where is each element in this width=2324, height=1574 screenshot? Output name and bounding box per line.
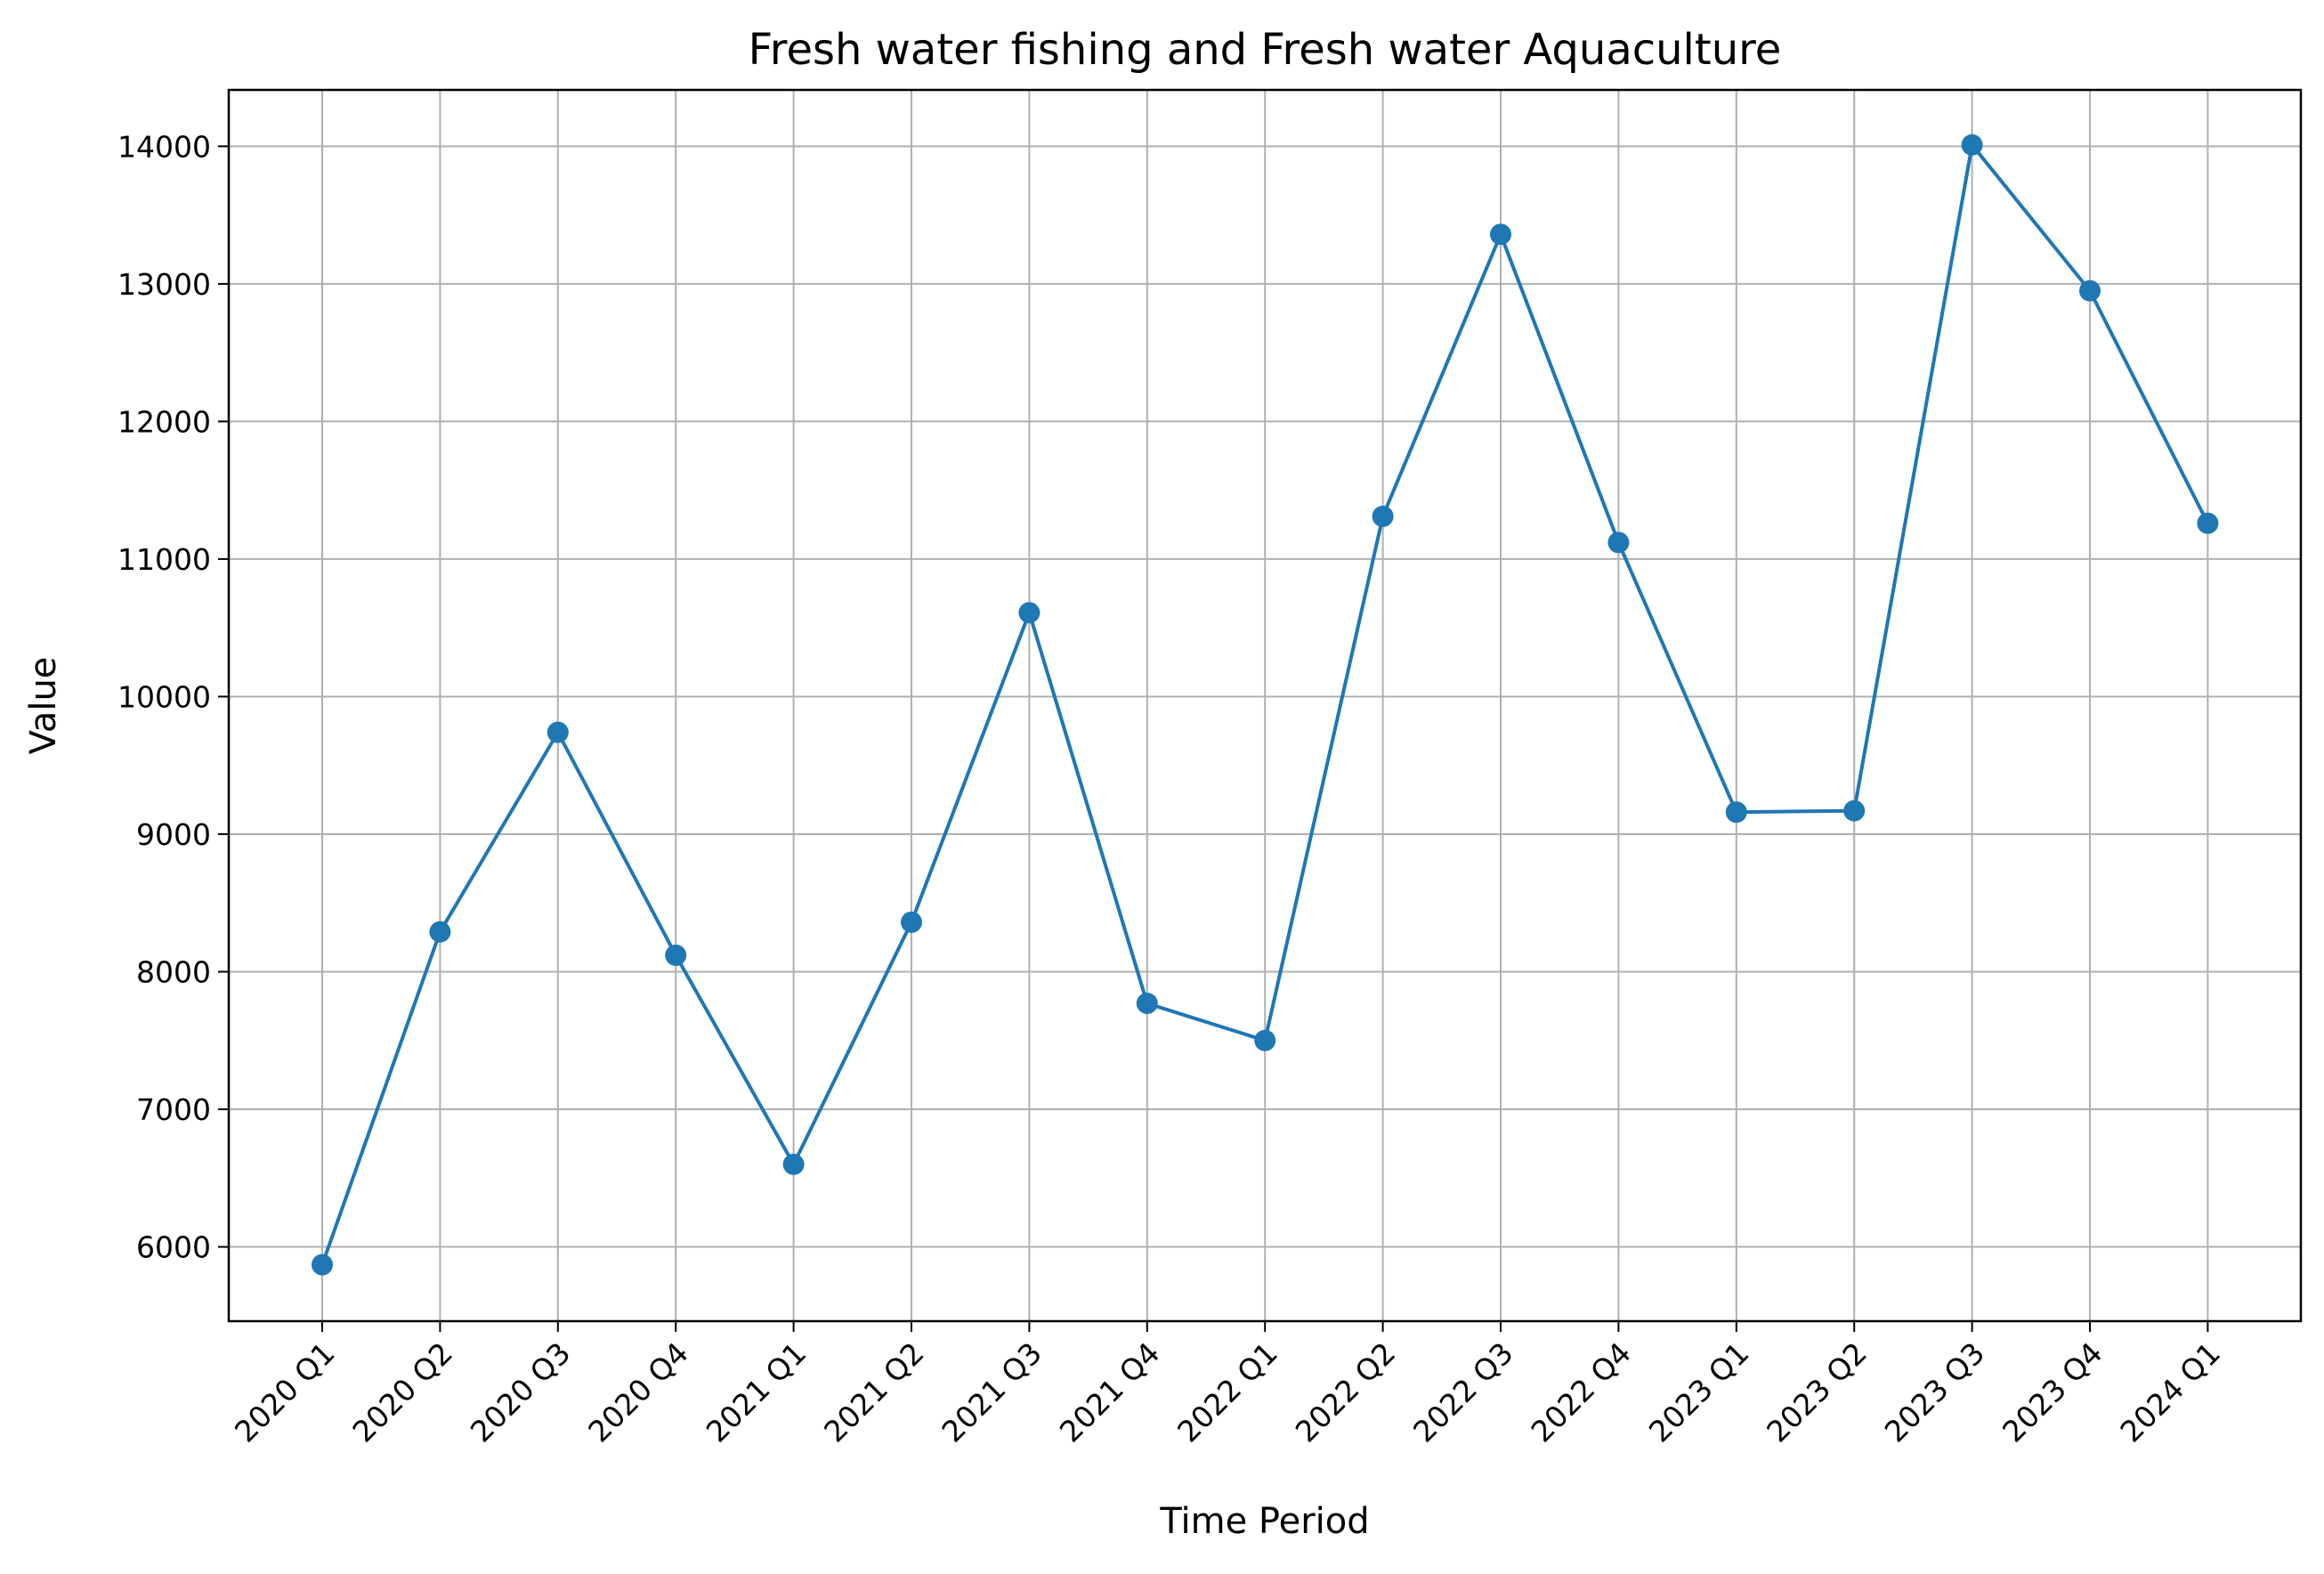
data-point-marker [1372,506,1394,528]
y-tick-label: 7000 [136,1092,211,1127]
x-axis-label: Time Period [1159,1501,1369,1542]
chart-title: Fresh water fishing and Fresh water Aqua… [749,25,1782,75]
data-point-marker [1490,223,1511,246]
data-point-marker [1843,799,1866,822]
data-point-marker [429,921,451,943]
data-point-marker [1018,602,1041,624]
series-layer [312,134,2219,1276]
y-axis-label: Value [23,657,64,755]
data-point-marker [1725,801,1747,824]
data-point-marker [1961,134,1983,156]
data-point-marker [547,721,569,743]
y-tick-label: 12000 [117,404,211,439]
data-point-marker [1254,1029,1276,1051]
data-point-marker [2197,512,2219,534]
data-point-marker [901,911,922,933]
y-tick-label: 8000 [136,955,211,990]
data-point-marker [1607,531,1630,554]
data-point-marker [1136,993,1158,1015]
data-point-marker [2079,280,2101,302]
data-point-marker [665,944,687,966]
data-point-marker [782,1153,805,1175]
data-point-marker [312,1254,333,1276]
y-tick-label: 13000 [117,267,211,302]
y-tick-label: 10000 [117,679,211,714]
grid-lines [229,90,2301,1321]
y-axis-ticks: 6000 7000 8000 9000 10000 11000 12000 13000 1400… [117,129,229,1265]
y-tick-label: 14000 [117,129,211,164]
y-tick-label: 9000 [136,817,211,852]
y-tick-label: 6000 [136,1230,211,1265]
y-tick-label: 11000 [117,542,211,577]
